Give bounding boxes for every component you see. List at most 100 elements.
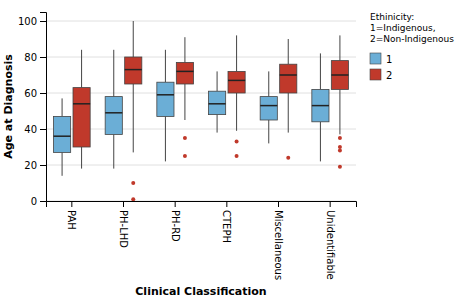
tick-mark xyxy=(40,21,46,22)
chart: 020406080100PAHPH-LHDPH-RDCTEPHMiscellan… xyxy=(0,0,474,301)
box-group xyxy=(105,50,122,169)
series xyxy=(54,50,329,176)
tick: 40 xyxy=(24,124,46,135)
whisker xyxy=(62,152,63,175)
whisker xyxy=(268,120,269,143)
y-axis-title: Age at Diagnosis xyxy=(2,54,15,159)
median xyxy=(209,103,226,105)
whisker xyxy=(184,37,185,62)
box xyxy=(54,116,71,152)
flier xyxy=(235,154,239,158)
tick-label: 100 xyxy=(18,16,37,27)
tick-label: CTEPH xyxy=(221,210,232,243)
median xyxy=(157,94,174,96)
x-axis-title: Clinical Classification xyxy=(135,285,266,298)
grid-line xyxy=(46,21,356,22)
tick-mark xyxy=(71,201,72,207)
box-group xyxy=(73,50,90,169)
grid xyxy=(46,21,356,201)
flier xyxy=(338,145,342,149)
median xyxy=(73,103,90,105)
legend-swatch xyxy=(370,53,381,64)
whisker xyxy=(268,71,269,96)
tick: 60 xyxy=(24,88,46,99)
legend-label: 2 xyxy=(386,70,392,81)
legend-entry: 1 xyxy=(370,53,392,65)
box xyxy=(176,62,193,84)
median xyxy=(125,69,142,71)
box-group xyxy=(280,39,297,160)
box-group xyxy=(54,98,71,175)
median xyxy=(312,105,329,107)
box-group xyxy=(125,21,142,201)
median xyxy=(228,80,245,82)
legend-swatch xyxy=(370,69,381,80)
flier xyxy=(131,181,135,185)
tick-label: 20 xyxy=(24,160,37,171)
x-axis: PAHPH-LHDPH-RDCTEPHMiscellaneousUnidenti… xyxy=(47,201,357,280)
flier xyxy=(235,140,239,144)
flier xyxy=(338,149,342,153)
tick-mark xyxy=(226,201,227,207)
grid-line xyxy=(46,93,356,94)
whisker xyxy=(165,50,166,82)
box xyxy=(73,88,90,147)
tick: 80 xyxy=(24,52,46,63)
whisker xyxy=(236,35,237,71)
box xyxy=(228,71,245,93)
whisker xyxy=(288,93,289,133)
whisker xyxy=(81,147,82,169)
tick-label: Miscellaneous xyxy=(273,210,284,280)
whisker xyxy=(133,84,134,152)
median xyxy=(105,112,122,114)
flier xyxy=(183,136,187,140)
whisker xyxy=(133,21,134,57)
legend-label: 1 xyxy=(386,54,392,65)
whisker xyxy=(236,93,237,131)
marks xyxy=(54,21,349,201)
tick-mark xyxy=(278,201,279,207)
whisker xyxy=(165,116,166,161)
tick-label: 0 xyxy=(31,196,37,207)
tick-mark xyxy=(330,201,331,207)
flier xyxy=(338,136,342,140)
tick-label: 80 xyxy=(24,52,37,63)
tick: 0 xyxy=(31,196,46,207)
whisker xyxy=(320,53,321,89)
box xyxy=(125,57,142,84)
whisker xyxy=(339,89,340,134)
box-group xyxy=(209,71,226,132)
tick: Unidentifiable xyxy=(325,201,336,280)
tick-mark xyxy=(123,201,124,207)
median xyxy=(280,74,297,76)
tick: PAH xyxy=(66,201,77,230)
median xyxy=(331,74,348,76)
y-axis: 0 20 40 60 80 100 xyxy=(18,13,47,207)
flier xyxy=(338,165,342,169)
tick: CTEPH xyxy=(221,201,232,243)
box xyxy=(280,64,297,93)
box-group xyxy=(157,50,174,162)
tick-label: Unidentifiable xyxy=(325,210,336,280)
box-group xyxy=(176,37,193,158)
flier xyxy=(131,197,135,201)
whisker xyxy=(217,71,218,91)
grid-line xyxy=(46,129,356,130)
whisker xyxy=(339,35,340,60)
whisker xyxy=(113,134,114,168)
tick: 20 xyxy=(24,160,46,171)
whisker xyxy=(81,50,82,88)
series xyxy=(73,21,348,201)
tick-label: PH-LHD xyxy=(118,210,129,248)
legend: Ethinicity:1=Indigenous,2=Non-Indigenous… xyxy=(370,12,454,80)
axis-line xyxy=(40,13,47,202)
whisker xyxy=(184,84,185,120)
plot: 020406080100PAHPH-LHDPH-RDCTEPHMiscellan… xyxy=(18,13,357,281)
whisker xyxy=(320,122,321,162)
legend-title: Ethinicity:1=Indigenous,2=Non-Indigenous xyxy=(370,12,454,44)
whisker xyxy=(217,115,218,133)
box-group xyxy=(260,71,277,143)
flier xyxy=(183,154,187,158)
whisker xyxy=(113,50,114,97)
tick-label: 40 xyxy=(24,124,37,135)
